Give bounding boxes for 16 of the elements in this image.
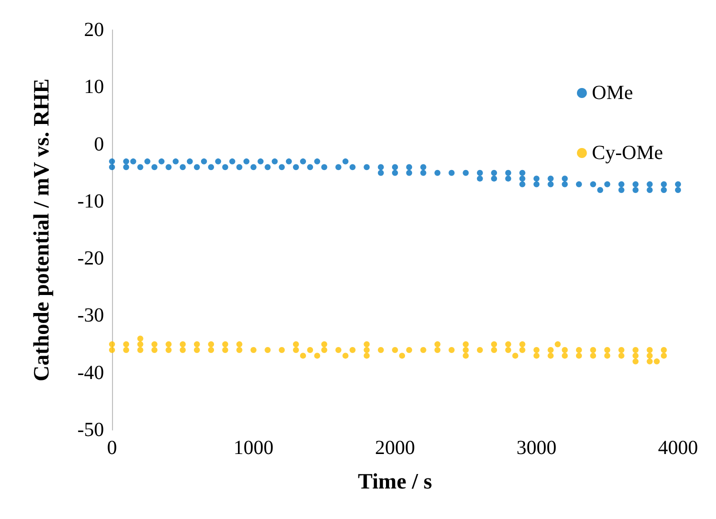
x-tick-label: 3000 bbox=[516, 437, 556, 459]
y-tick-label: -30 bbox=[77, 304, 104, 327]
x-tick-label: 1000 bbox=[234, 437, 274, 459]
x-axis-title: Time / s bbox=[358, 468, 433, 494]
legend-label: Cy-OMe bbox=[592, 142, 664, 164]
y-tick-label: -50 bbox=[77, 419, 104, 441]
y-tick-label: 10 bbox=[84, 76, 104, 98]
x-tick-label: 2000 bbox=[375, 437, 415, 459]
y-tick-label: -40 bbox=[77, 362, 104, 384]
y-axis-title: Cathode potential / mV vs. RHE bbox=[28, 78, 54, 382]
y-tick-label: -20 bbox=[77, 248, 104, 270]
y-tick-label: 20 bbox=[84, 19, 104, 41]
legend-label: OMe bbox=[592, 82, 634, 104]
y-tick-label: -10 bbox=[77, 190, 104, 212]
x-tick-label: 4000 bbox=[658, 437, 698, 459]
y-tick-label: 0 bbox=[94, 133, 104, 156]
